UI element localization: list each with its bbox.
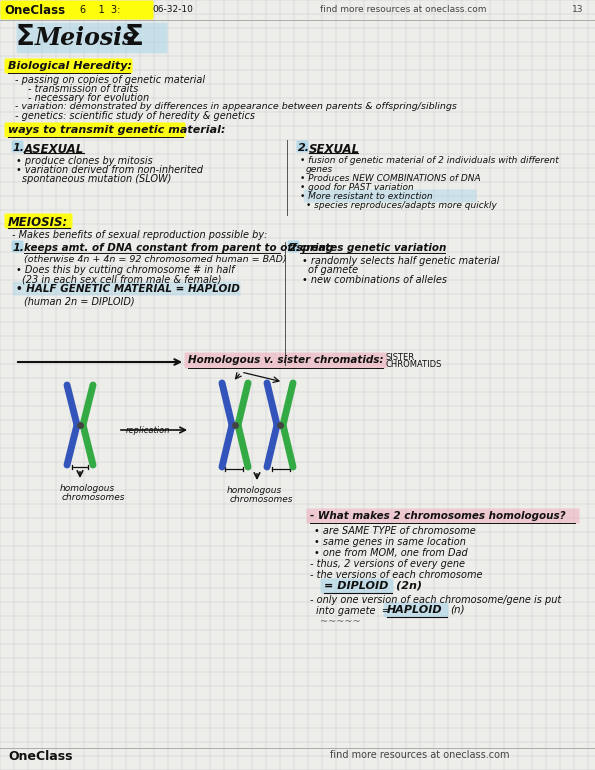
FancyBboxPatch shape [12,282,240,296]
Text: - the versions of each chromosome: - the versions of each chromosome [310,570,483,580]
Text: Σ: Σ [124,23,143,51]
FancyBboxPatch shape [5,213,73,229]
FancyBboxPatch shape [296,140,308,152]
Text: SISTER: SISTER [385,353,414,362]
Text: HAPLOID: HAPLOID [387,605,443,615]
Text: - only one version of each chromosome/gene is put: - only one version of each chromosome/ge… [310,595,561,605]
Text: (otherwise 4n + 4n = 92 chromosomed human = BAD): (otherwise 4n + 4n = 92 chromosomed huma… [24,255,287,264]
FancyBboxPatch shape [303,189,477,203]
Text: - thus, 2 versions of every gene: - thus, 2 versions of every gene [310,559,465,569]
Text: OneClass: OneClass [8,750,73,763]
FancyBboxPatch shape [5,122,186,138]
Text: creates genetic variation: creates genetic variation [300,243,446,253]
Text: - What makes 2 chromosomes homologous?: - What makes 2 chromosomes homologous? [310,511,566,521]
Text: • More resistant to extinction: • More resistant to extinction [300,192,433,201]
Text: ways to transmit genetic material:: ways to transmit genetic material: [8,125,226,135]
Text: (human 2n = DIPLOID): (human 2n = DIPLOID) [24,296,134,306]
Text: SEXUAL: SEXUAL [309,143,360,156]
Text: - necessary for evolution: - necessary for evolution [28,93,149,103]
Text: 2.: 2. [298,143,310,153]
FancyBboxPatch shape [321,578,393,594]
Text: - passing on copies of genetic material: - passing on copies of genetic material [15,75,205,85]
Text: MEIOSIS:: MEIOSIS: [8,216,68,229]
FancyBboxPatch shape [287,240,299,253]
Text: • fusion of genetic material of 2 individuals with different: • fusion of genetic material of 2 indivi… [300,156,559,165]
Text: homologous: homologous [227,486,282,495]
Text: - variation: demonstrated by differences in appearance between parents & offspri: - variation: demonstrated by differences… [15,102,457,111]
Text: Biological Heredity:: Biological Heredity: [8,61,132,71]
FancyBboxPatch shape [17,22,168,53]
Text: 6    1  3:: 6 1 3: [80,5,120,15]
Text: • Does this by cutting chromosome # in half: • Does this by cutting chromosome # in h… [16,265,234,275]
Text: CHROMATIDS: CHROMATIDS [385,360,441,369]
Text: spontaneous mutation (SLOW): spontaneous mutation (SLOW) [22,174,171,184]
Text: into gamete  =: into gamete = [316,606,390,616]
Text: • one from MOM, one from Dad: • one from MOM, one from Dad [314,548,468,558]
Text: • randomly selects half genetic material: • randomly selects half genetic material [302,256,499,266]
Text: • are SAME TYPE of chromosome: • are SAME TYPE of chromosome [314,526,476,536]
Text: find more resources at oneclass.com: find more resources at oneclass.com [320,5,487,14]
Text: chromosomes: chromosomes [230,495,293,504]
Text: • Produces NEW COMBINATIONS of DNA: • Produces NEW COMBINATIONS of DNA [300,174,481,183]
Text: • new combinations of alleles: • new combinations of alleles [302,275,447,285]
Text: - Makes benefits of sexual reproduction possible by:: - Makes benefits of sexual reproduction … [12,230,267,240]
Text: = DIPLOID  (2n): = DIPLOID (2n) [324,581,422,591]
Text: 2.: 2. [289,243,301,253]
Text: keeps amt. of DNA constant from parent to offspring: keeps amt. of DNA constant from parent t… [24,243,333,253]
Text: Homologous v. sister chromatids:: Homologous v. sister chromatids: [188,355,384,365]
Text: ASEXUAL: ASEXUAL [24,143,84,156]
FancyBboxPatch shape [11,240,23,253]
Text: replication: replication [126,426,171,435]
Text: 1.: 1. [13,243,25,253]
Text: 13: 13 [572,5,583,14]
Text: 1.: 1. [13,143,25,153]
Text: • same genes in same location: • same genes in same location [314,537,466,547]
Text: genes: genes [306,165,333,174]
FancyBboxPatch shape [184,353,387,369]
Text: • variation derived from non-inherited: • variation derived from non-inherited [16,165,203,175]
Text: • species reproduces/adapts more quickly: • species reproduces/adapts more quickly [306,201,497,210]
Text: chromosomes: chromosomes [62,493,126,502]
Text: (n): (n) [450,605,465,615]
Text: find more resources at oneclass.com: find more resources at oneclass.com [330,750,509,760]
Text: (23 in each sex cell from male & female): (23 in each sex cell from male & female) [22,274,221,284]
Text: • HALF GENETIC MATERIAL = HAPLOID: • HALF GENETIC MATERIAL = HAPLOID [16,284,240,294]
FancyBboxPatch shape [1,1,154,19]
Text: 06-32-10: 06-32-10 [152,5,193,14]
Text: • produce clones by mitosis: • produce clones by mitosis [16,156,153,166]
FancyBboxPatch shape [306,508,580,524]
Text: ~~~~~: ~~~~~ [320,617,361,627]
Text: of gamete: of gamete [308,265,358,275]
Text: homologous: homologous [60,484,115,493]
Text: - transmission of traits: - transmission of traits [28,84,139,94]
FancyBboxPatch shape [11,140,23,152]
Text: • good for PAST variation: • good for PAST variation [300,183,414,192]
Text: Meiosis: Meiosis [35,26,136,50]
Text: Σ: Σ [16,23,35,51]
Text: OneClass: OneClass [4,4,65,17]
FancyBboxPatch shape [384,602,449,618]
Text: - genetics: scientific study of heredity & genetics: - genetics: scientific study of heredity… [15,111,255,121]
FancyBboxPatch shape [5,59,133,73]
